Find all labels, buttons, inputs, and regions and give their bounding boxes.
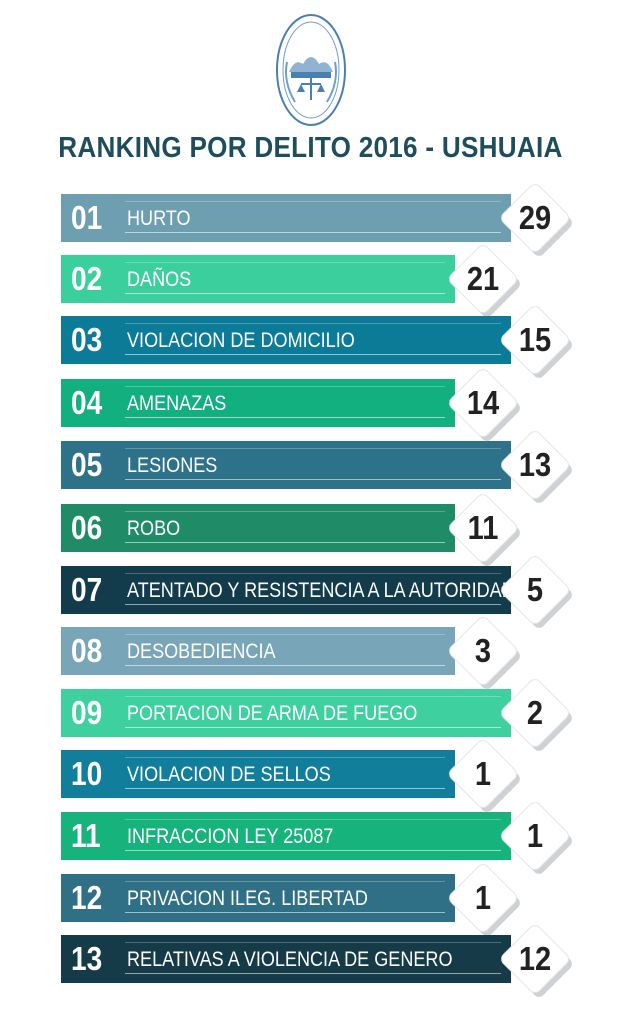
rank-number: 06 [71,509,103,546]
rank-number: 08 [71,632,103,669]
ranking-row: 11 INFRACCION LEY 25087 1 [0,800,621,877]
value-label: 2 [526,694,544,731]
value-label: 13 [518,446,552,483]
crime-label: LESIONES [127,454,218,477]
ranking-row: 02 DAÑOS 21 [0,243,621,320]
rank-number: 01 [71,199,103,236]
value-label: 11 [467,509,499,546]
ranking-row: 01 HURTO 29 [0,182,621,259]
ranking-row: 12 PRIVACION ILEG. LIBERTAD 1 [0,862,621,939]
rank-number: 05 [71,446,103,483]
ranking-bar: 10 VIOLACION DE SELLOS [61,750,455,798]
value-label: 1 [474,879,492,916]
ranking-row: 09 PORTACION DE ARMA DE FUEGO 2 [0,677,621,754]
ranking-bar: 07 ATENTADO Y RESISTENCIA A LA AUTORIDAD [61,566,511,614]
ranking-row: 13 RELATIVAS A VIOLENCIA DE GENERO 12 [0,923,621,1000]
page-title: RANKING POR DELITO 2016 - USHUAIA [58,132,563,164]
ranking-row: 04 AMENAZAS 14 [0,367,621,444]
ranking-bar: 04 AMENAZAS [61,379,455,427]
value-label: 5 [526,571,544,608]
crime-label: HURTO [127,207,191,230]
rank-number: 02 [71,260,103,297]
crime-label: ATENTADO Y RESISTENCIA A LA AUTORIDAD [127,579,511,602]
ranking-row: 08 DESOBEDIENCIA 3 [0,615,621,692]
rank-number: 03 [71,321,103,358]
crime-label: ROBO [127,517,181,540]
ranking-row: 07 ATENTADO Y RESISTENCIA A LA AUTORIDAD 5 [0,554,621,631]
ranking-bar: 13 RELATIVAS A VIOLENCIA DE GENERO [61,935,511,983]
ranking-row: 03 VIOLACION DE DOMICILIO 15 [0,304,621,381]
crime-label: AMENAZAS [127,392,227,415]
ranking-bar: 03 VIOLACION DE DOMICILIO [61,316,511,364]
value-label: 29 [518,199,552,236]
value-label: 15 [518,321,552,358]
crime-label: VIOLACION DE SELLOS [127,763,331,786]
rank-number: 04 [71,384,103,421]
value-label: 14 [466,384,500,421]
value-label: 12 [518,940,552,977]
crime-label: PORTACION DE ARMA DE FUEGO [127,702,418,725]
ranking-bar: 06 ROBO [61,504,455,552]
crime-label: RELATIVAS A VIOLENCIA DE GENERO [127,948,453,971]
value-label: 21 [466,260,500,297]
rank-number: 12 [71,879,103,916]
ranking-bar: 12 PRIVACION ILEG. LIBERTAD [61,874,455,922]
rank-number: 09 [71,694,103,731]
ranking-bar: 09 PORTACION DE ARMA DE FUEGO [61,689,511,737]
crime-label: DAÑOS [127,268,192,291]
ranking-bar: 01 HURTO [61,194,511,242]
ranking-bar: 02 DAÑOS [61,255,455,303]
rank-number: 10 [71,755,103,792]
rank-number: 11 [71,817,101,854]
value-label: 1 [474,755,492,792]
poder-judicial-logo [276,14,346,126]
crime-label: PRIVACION ILEG. LIBERTAD [127,887,368,910]
crime-label: VIOLACION DE DOMICILIO [127,329,355,352]
rank-number: 07 [71,571,103,608]
ranking-row: 06 ROBO 11 [0,492,621,569]
crime-label: INFRACCION LEY 25087 [127,825,334,848]
rank-number: 13 [71,940,103,977]
value-label: 1 [526,817,544,854]
value-label: 3 [474,632,492,669]
ranking-bar: 08 DESOBEDIENCIA [61,627,455,675]
ranking-row: 05 LESIONES 13 [0,429,621,506]
crime-label: DESOBEDIENCIA [127,640,276,663]
ranking-bar: 11 INFRACCION LEY 25087 [61,812,511,860]
ranking-row: 10 VIOLACION DE SELLOS 1 [0,738,621,815]
ranking-bar: 05 LESIONES [61,441,511,489]
